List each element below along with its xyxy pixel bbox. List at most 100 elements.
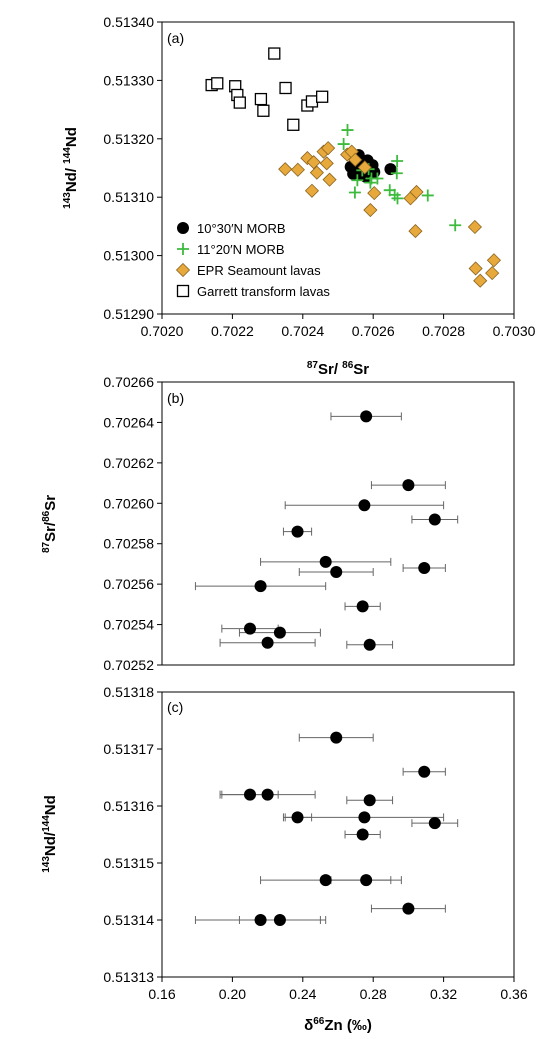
panel-c-ytick-label: 0.51318 [103,684,154,700]
panel-a-xtick-label: 0.7026 [352,323,395,339]
panel-b-point [360,410,373,423]
panel-c-xtick-label: 0.32 [430,986,457,1002]
panel-c-point [291,811,304,824]
panel-a-point [367,186,382,201]
panel-b-ytick-label: 0.70266 [103,374,154,390]
panel-a-ytick-label: 0.51340 [103,14,154,30]
panel-a-xtick-label: 0.7030 [493,323,536,339]
panel-c-xtick-label: 0.28 [360,986,387,1002]
panel-a-point [391,154,404,167]
panel-a-ytick-label: 0.51290 [103,306,154,322]
panel-b-point [418,561,431,574]
panel-c-point [330,731,343,744]
panel-a-point [337,138,350,151]
panel-c-point [261,788,274,801]
panel-b-frame [161,381,515,666]
panel-c-point [418,765,431,778]
panel-b-point [273,626,286,639]
panel-a-xtick-label: 0.7020 [141,323,184,339]
panel-a-ytick-label: 0.51320 [103,131,154,147]
panel-a-point [279,81,292,95]
panel-b-point [356,600,369,613]
panel-a-point [390,167,403,180]
panel-a-point [211,77,224,90]
legend-box [172,216,346,306]
panel-a-point [363,202,378,218]
panel-c-xtick-label: 0.20 [219,986,246,1002]
panel-c-point [356,828,369,841]
panel-a-point [316,90,329,103]
panel-a-xtick-label: 0.7028 [422,323,465,339]
panel-b-ytick-label: 0.70258 [103,536,154,552]
panel-c-point [358,811,371,824]
panel-a-xtick-label: 0.7024 [281,323,324,339]
panel-c-point [254,914,267,926]
panel-c-point [402,902,415,915]
panel-b-point [428,513,441,526]
panel-b-label: (b) [167,390,184,406]
panel-b-ytick-label: 0.70262 [103,455,154,471]
panel-a-point [421,189,434,202]
panel-b-point [363,638,376,651]
panel-b-ytick-label: 0.70260 [103,495,154,511]
panel-a-ytick-label: 0.51330 [103,72,154,88]
panel-a-point [449,219,462,232]
panel-c-point [363,794,376,807]
panel-a-point [408,224,423,239]
panel-a-point [322,172,337,187]
panel-c-frame [161,691,515,978]
panel-a-ylabel: 143Nd/ 144Nd [62,127,80,209]
panel-c-ytick-label: 0.51314 [103,912,154,928]
panel-c-ytick-label: 0.51317 [103,741,154,757]
panel-a-point [383,184,396,197]
panel-a-point [351,174,364,187]
panel-a-point [309,165,324,180]
panel-a: (a) 0.51290 0.51300 0.51310 0.51320 0.51330 0… [62,14,536,378]
panel-c-point [273,914,286,926]
panel-c-point [244,788,256,801]
panel-a-point [357,160,372,175]
panel-b-point [291,525,304,538]
panel-c-point [360,874,373,887]
panel-a-point [485,266,500,281]
panel-a-point [306,155,321,170]
legend-marker [176,284,190,298]
panel-b-ytick-label: 0.70264 [103,414,154,430]
panel-c-ytick-label: 0.51316 [103,798,154,814]
panel-a-point [254,92,268,106]
panel-c-ylabel: 143Nd/144Nd [41,795,59,873]
panel-a-point [287,118,300,131]
panel-c-xlabel: δ66Zn (‰) [304,1016,372,1034]
panel-a-point [278,162,293,177]
panel-b-ytick-label: 0.70256 [103,576,154,592]
panel-b-point [402,479,415,492]
panel-a-ytick-label: 0.51300 [103,248,154,264]
panel-c: (c) 0.51313 0.51314 0.51315 0.51316 0.51317 0… [41,684,528,1034]
legend-label: EPR Seamount lavas [197,263,321,278]
panel-c-xtick-label: 0.36 [500,986,527,1002]
panel-a-point [268,47,281,60]
panel-a-point [348,152,363,167]
panel-b-point [319,555,332,568]
legend-label: Garrett transform lavas [197,284,330,299]
panel-b-point [254,580,267,593]
panel-b-point [358,499,371,512]
panel-b-ylabel: 87Sr/86Sr [41,495,59,553]
panel-a-xlabel: 87Sr/ 86Sr [307,360,369,378]
panel-b-ytick-label: 0.70252 [103,657,154,673]
legend-marker [175,262,191,278]
panel-a-point [321,141,336,156]
panel-c-ytick-label: 0.51315 [103,855,154,871]
panel-a-point [391,192,404,205]
panel-a-point [257,104,270,117]
panel-a-point [304,183,320,198]
panel-c-label: (c) [167,699,183,715]
panel-a-legend: 10°30′N MORB 11°20′N MORB EPR Seamount lav… [172,216,346,306]
panel-b-point [244,622,256,635]
legend-marker [177,243,189,255]
panel-a-point [348,186,361,199]
panel-c-xtick-label: 0.24 [289,986,316,1002]
legend-label: 10°30′N MORB [197,221,286,236]
panel-a-point [233,96,246,109]
